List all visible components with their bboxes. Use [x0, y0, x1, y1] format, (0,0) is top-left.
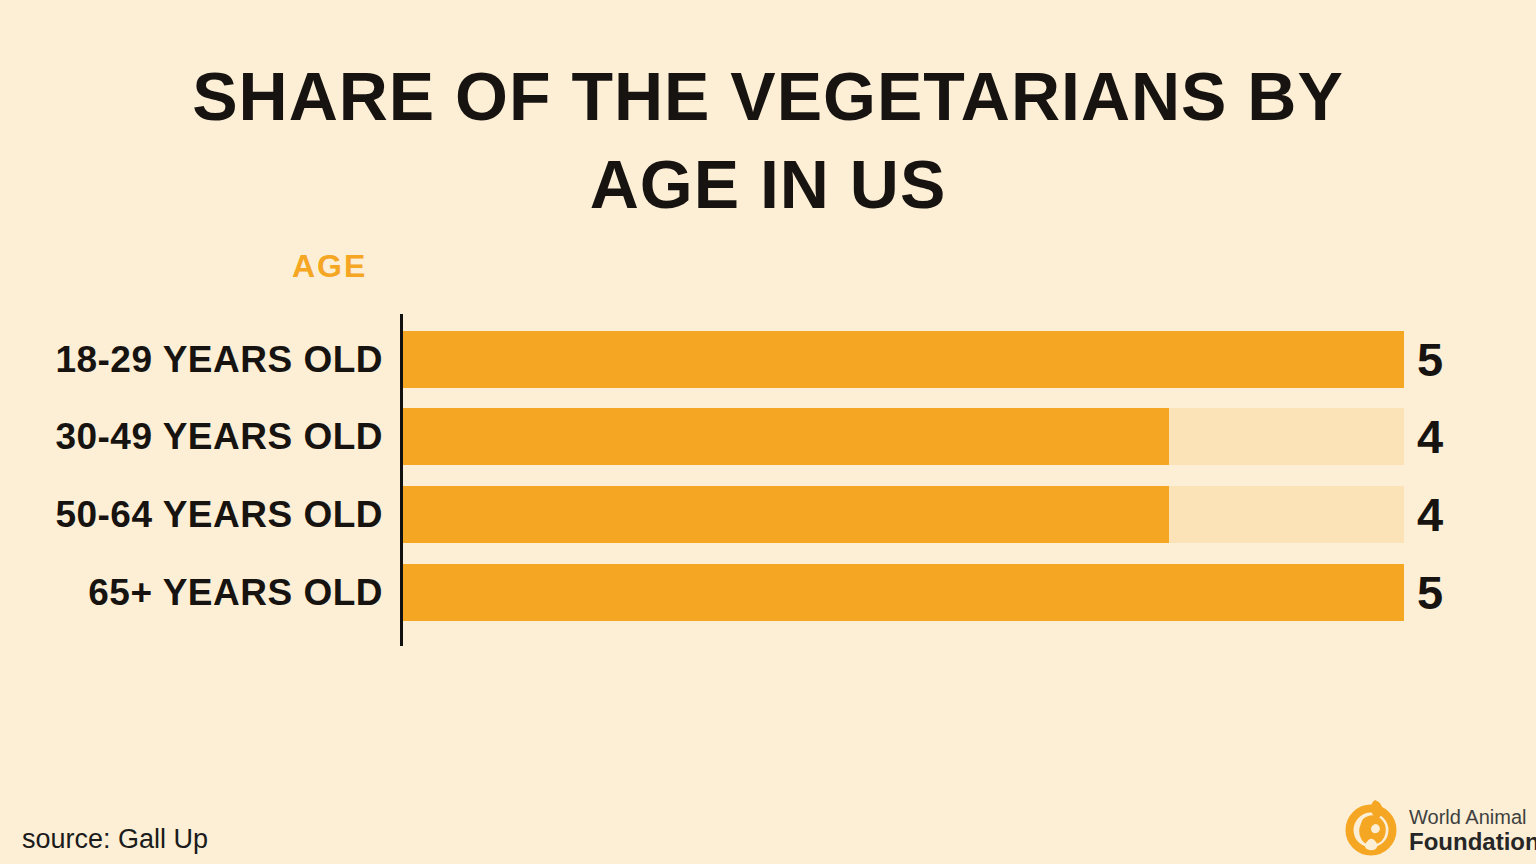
logo-wordmark-line-1: World Animal [1409, 805, 1536, 829]
category-label: 50-64 YEARS OLD [0, 486, 383, 543]
bar-row: 65+ YEARS OLD 5 [0, 564, 1536, 621]
animal-circle-icon [1342, 799, 1400, 861]
bar-row: 18-29 YEARS OLD 5 [0, 331, 1536, 388]
value-label: 5 [1417, 564, 1497, 621]
infographic-canvas: { "title": { "line1": "SHARE OF THE VEGE… [0, 0, 1536, 864]
logo-wordmark: World Animal Foundation [1409, 805, 1536, 855]
bar-fill [403, 331, 1404, 388]
bar-fill [403, 408, 1169, 465]
value-label: 4 [1417, 486, 1497, 543]
y-axis-title: AGE [292, 248, 367, 285]
category-label: 30-49 YEARS OLD [0, 408, 383, 465]
value-label: 4 [1417, 408, 1497, 465]
logo-wordmark-line-2: Foundation [1409, 829, 1536, 855]
chart-title-line-1: SHARE OF THE VEGETARIANS BY [0, 52, 1536, 140]
world-animal-foundation-logo: World Animal Foundation [1342, 800, 1536, 860]
category-label: 65+ YEARS OLD [0, 564, 383, 621]
value-label: 5 [1417, 331, 1497, 388]
chart-title-line-2: AGE IN US [0, 140, 1536, 228]
chart-title: SHARE OF THE VEGETARIANS BY AGE IN US [0, 52, 1536, 228]
category-label: 18-29 YEARS OLD [0, 331, 383, 388]
bar-row: 50-64 YEARS OLD 4 [0, 486, 1536, 543]
bar-row: 30-49 YEARS OLD 4 [0, 408, 1536, 465]
bar-fill [403, 564, 1404, 621]
source-attribution: source: Gall Up [22, 824, 208, 855]
bar-fill [403, 486, 1169, 543]
